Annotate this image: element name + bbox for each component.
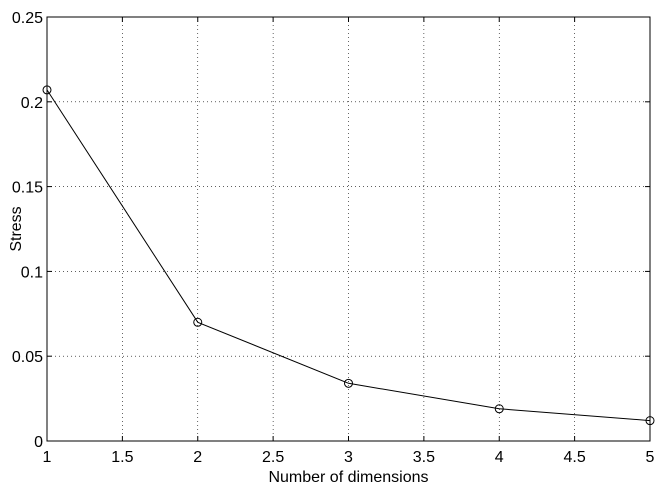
- x-axis-label: Number of dimensions: [268, 469, 428, 486]
- data-point: [42, 85, 52, 95]
- x-tick-label: 1: [43, 449, 52, 466]
- y-tick-label: 0.25: [12, 10, 43, 27]
- y-tick-label: 0.2: [21, 95, 43, 112]
- x-tick-label: 2.5: [262, 449, 284, 466]
- x-tick-label: 5: [646, 449, 655, 466]
- y-tick-label: 0: [34, 434, 43, 451]
- x-tick-label: 4.5: [564, 449, 586, 466]
- data-point: [645, 416, 655, 426]
- grid: [47, 17, 650, 441]
- x-tick-label: 4: [495, 449, 504, 466]
- data-point: [344, 378, 353, 388]
- y-tick-label: 0.1: [21, 264, 43, 281]
- x-tick-label: 2: [193, 449, 202, 466]
- y-tick-label: 0.15: [12, 180, 43, 197]
- y-tick-label: 0.05: [12, 349, 43, 366]
- series-line: [46, 89, 651, 422]
- data-point: [494, 404, 504, 414]
- y-axis-label: Stress: [8, 206, 25, 251]
- x-tick-label: 1.5: [111, 449, 133, 466]
- x-tick-label: 3.5: [413, 449, 435, 466]
- x-tick-label: 3: [344, 449, 353, 466]
- data-series: [42, 85, 655, 426]
- data-point: [193, 317, 203, 327]
- axis-ticks: 1 1.5 2 2.5 3 3.5 4 4.5 5 0 0.05 0.1 0.15 0.2 0.25: [12, 10, 655, 466]
